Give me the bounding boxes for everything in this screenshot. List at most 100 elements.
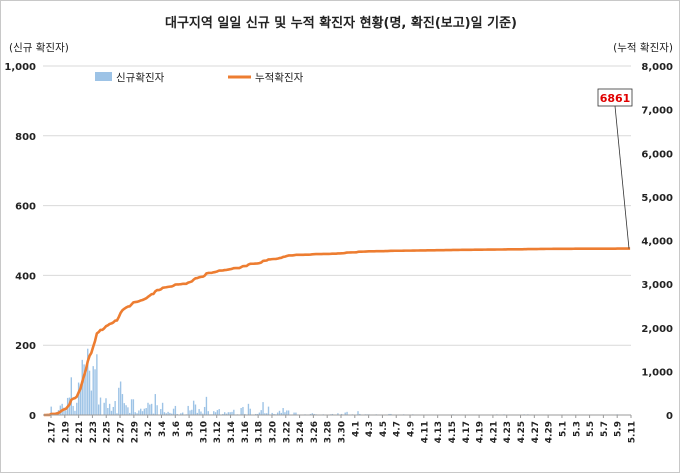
x-tick-label: 5.5 bbox=[586, 421, 596, 437]
bar-series-new-cases bbox=[47, 349, 629, 415]
x-tick-label: 4.1 bbox=[351, 421, 361, 437]
bar bbox=[155, 394, 156, 415]
x-tick-label: 5.3 bbox=[572, 421, 582, 437]
right-tick-label: 4,000 bbox=[641, 237, 673, 248]
right-tick-label: 3,000 bbox=[641, 280, 673, 291]
bar bbox=[217, 410, 218, 415]
left-axis-label: (신규 확진자) bbox=[9, 41, 69, 54]
x-tick-label: 3.18 bbox=[255, 421, 265, 443]
x-tick-label: 3.6 bbox=[172, 421, 182, 437]
bar bbox=[140, 409, 141, 415]
x-tick-label: 4.21 bbox=[489, 421, 499, 443]
bar bbox=[262, 402, 263, 415]
right-axis-label: (누적 확진자) bbox=[613, 41, 673, 54]
bar bbox=[208, 411, 209, 415]
x-tick-label: 3.26 bbox=[310, 421, 320, 443]
bar bbox=[100, 398, 101, 415]
bar bbox=[279, 411, 280, 415]
bar bbox=[96, 354, 97, 415]
bar bbox=[78, 383, 79, 415]
bar bbox=[76, 403, 77, 415]
bar bbox=[107, 408, 108, 415]
bar bbox=[151, 404, 152, 415]
bar bbox=[131, 399, 132, 415]
line-series-cumulative bbox=[44, 249, 630, 415]
x-tick-label: 3.8 bbox=[186, 421, 196, 437]
bar bbox=[282, 408, 283, 415]
bar bbox=[127, 407, 128, 415]
bar bbox=[91, 391, 92, 415]
bar bbox=[156, 405, 157, 415]
bar bbox=[144, 409, 145, 415]
axes bbox=[43, 415, 631, 418]
right-tick-label: 7,000 bbox=[641, 106, 673, 117]
bar bbox=[65, 410, 66, 415]
bar bbox=[103, 403, 104, 415]
last-value-callout: 6861 bbox=[598, 89, 632, 249]
bar bbox=[204, 407, 205, 415]
callout-leader bbox=[615, 106, 629, 249]
chart-title: 대구지역 일일 신규 및 누적 확진자 현황(명, 확진(보고)일 기준) bbox=[165, 15, 517, 31]
x-tick-label: 3.24 bbox=[296, 421, 306, 443]
bar bbox=[189, 410, 190, 415]
right-tick-label: 6,000 bbox=[641, 149, 673, 160]
bar bbox=[71, 377, 72, 415]
bar bbox=[198, 409, 199, 415]
x-tick-label: 4.15 bbox=[448, 421, 458, 443]
bar bbox=[175, 406, 176, 415]
right-tick-label: 8,000 bbox=[641, 62, 673, 73]
legend-label-new-cases: 신규확진자 bbox=[116, 71, 165, 84]
x-tick-label: 3.4 bbox=[158, 421, 168, 437]
x-tick-label: 4.17 bbox=[462, 421, 472, 443]
bar bbox=[268, 407, 269, 415]
x-tick-label: 5.1 bbox=[558, 421, 568, 437]
bar bbox=[113, 407, 114, 415]
legend: 신규확진자 누적확진자 bbox=[95, 71, 304, 84]
bar bbox=[120, 381, 121, 415]
bar bbox=[147, 403, 148, 415]
bar bbox=[89, 371, 90, 415]
x-tick-label: 4.29 bbox=[545, 421, 555, 443]
x-tick-label: 3.28 bbox=[324, 421, 334, 443]
cumulative-line bbox=[44, 249, 630, 415]
bar bbox=[94, 369, 95, 415]
right-tick-label: 1,000 bbox=[641, 367, 673, 378]
x-tick-label: 2.17 bbox=[48, 421, 58, 443]
bar bbox=[193, 401, 194, 415]
bar bbox=[125, 405, 126, 415]
bar bbox=[93, 366, 94, 415]
x-tick-label: 4.13 bbox=[434, 421, 444, 443]
x-tick-label: 2.29 bbox=[130, 421, 140, 443]
x-tick-label: 2.25 bbox=[103, 421, 113, 443]
bar bbox=[122, 394, 123, 415]
bar bbox=[219, 409, 220, 415]
x-tick-label: 4.23 bbox=[503, 421, 513, 443]
right-tick-labels: 01,0002,0003,0004,0005,0006,0007,0008,00… bbox=[641, 62, 673, 422]
x-tick-label: 3.12 bbox=[213, 421, 223, 443]
bar bbox=[233, 410, 234, 415]
x-tick-label: 4.7 bbox=[393, 421, 403, 437]
x-tick-label: 4.19 bbox=[476, 421, 486, 443]
bar bbox=[145, 408, 146, 415]
x-tick-label: 3.2 bbox=[144, 421, 154, 437]
left-tick-label: 800 bbox=[15, 132, 36, 143]
bar bbox=[213, 411, 214, 415]
bar bbox=[206, 397, 207, 415]
bar bbox=[111, 411, 112, 415]
callout-value: 6861 bbox=[600, 92, 631, 105]
x-tick-label: 3.16 bbox=[241, 421, 251, 443]
bar bbox=[74, 411, 75, 415]
bar bbox=[124, 403, 125, 415]
right-tick-label: 5,000 bbox=[641, 193, 673, 204]
bar bbox=[109, 404, 110, 415]
x-tick-label: 4.3 bbox=[365, 421, 375, 437]
bar bbox=[195, 405, 196, 415]
bar bbox=[149, 405, 150, 415]
x-tick-label: 3.22 bbox=[282, 421, 292, 443]
x-tick-label: 4.5 bbox=[379, 421, 389, 437]
bar bbox=[288, 410, 289, 415]
bar bbox=[114, 401, 115, 415]
